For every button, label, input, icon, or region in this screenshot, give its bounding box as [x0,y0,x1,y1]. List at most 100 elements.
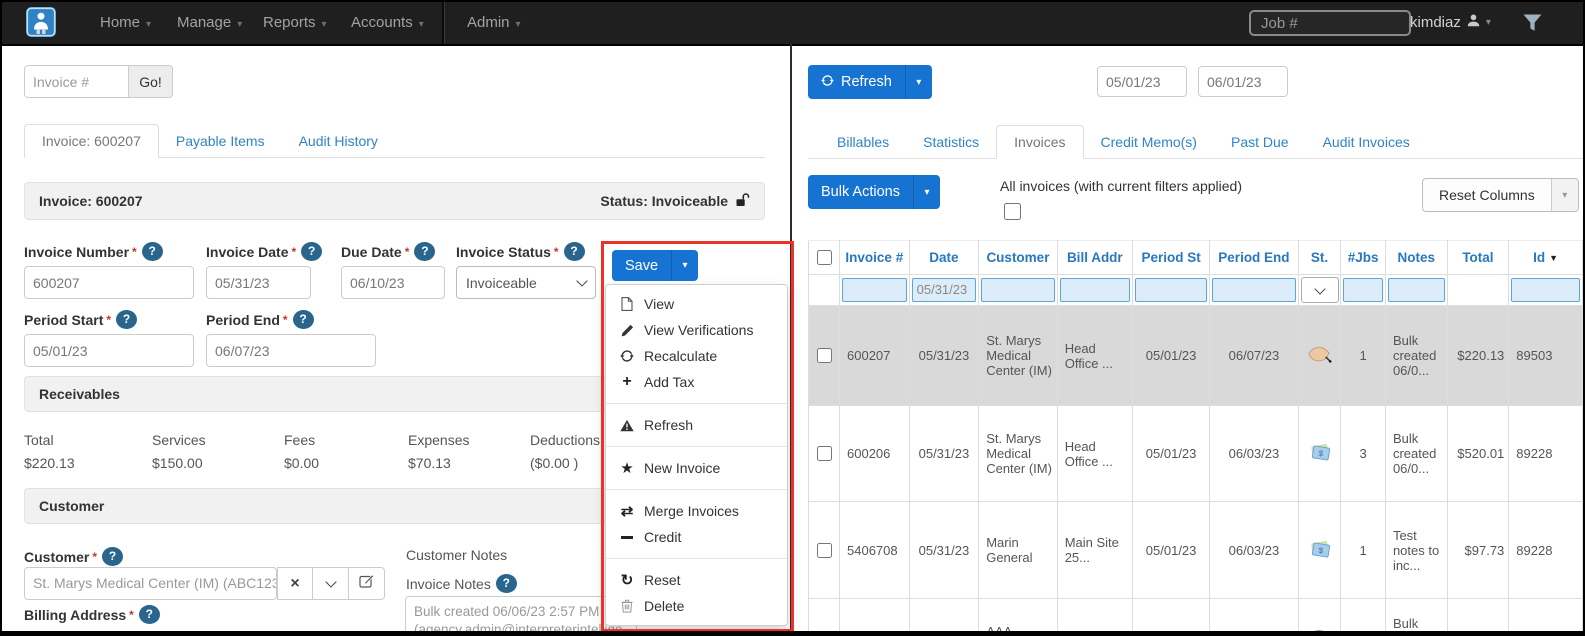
filter-funnel-icon[interactable] [1523,14,1542,37]
table-row[interactable]: 600206 05/31/23 St. Marys Medical Center… [808,405,1583,502]
invoice-search-input[interactable] [24,65,129,98]
menu-item-recalculate[interactable]: Recalculate [606,343,787,369]
svg-text:$: $ [1317,545,1323,555]
customer-input[interactable]: St. Marys Medical Center (IM) (ABC123) [24,567,277,600]
help-icon[interactable]: ? [102,547,124,566]
user-menu[interactable]: kimdiaz ▾ [1410,2,1491,44]
nav-item-manage[interactable]: Manage ▾ [177,14,243,31]
stat-label: Total [24,432,54,448]
menu-item-view[interactable]: View [606,291,787,317]
date-from-input[interactable] [1097,66,1187,97]
filter-period-end[interactable] [1212,278,1296,302]
customer-edit-button[interactable] [349,567,385,600]
reset-columns-button[interactable]: Reset Columns ▾ [1422,178,1579,212]
row-checkbox[interactable] [817,446,832,461]
tab-credit-memos[interactable]: Credit Memo(s) [1100,134,1197,150]
save-button-label[interactable]: Save [625,257,659,274]
col-period-end[interactable]: Period End [1209,240,1299,275]
all-invoices-checkbox[interactable] [1004,203,1021,220]
bulk-actions-caret-button[interactable]: ▾ [913,175,940,209]
menu-item-add-tax[interactable]: + Add Tax [606,369,787,395]
bulk-actions-button[interactable]: Bulk Actions ▾ [808,175,940,209]
tab-billables[interactable]: Billables [837,134,890,150]
menu-item-credit[interactable]: Credit [606,524,787,550]
table-row[interactable]: 5406708 05/31/23 Marin General Main Site… [808,501,1583,599]
select-all-checkbox[interactable] [817,250,832,265]
filter-date[interactable]: 05/31/23 [911,278,977,302]
customer-dropdown-button[interactable] [313,567,349,600]
stat-deductions: Deductions ($0.00 ) [530,432,600,471]
bulk-actions-label[interactable]: Bulk Actions [821,184,900,200]
refresh-button[interactable]: Refresh ▾ [808,65,932,99]
col-invoice[interactable]: Invoice # [839,240,910,275]
job-search-input[interactable] [1249,10,1411,36]
tab-payable-items[interactable]: Payable Items [175,133,265,149]
filter-status-select[interactable] [1300,277,1339,303]
filter-bill-addr[interactable] [1059,278,1130,302]
tab-invoices[interactable]: Invoices [996,125,1084,159]
help-icon[interactable]: ? [301,242,323,261]
filter-notes[interactable] [1387,278,1445,302]
menu-item-refresh[interactable]: Refresh [606,412,787,438]
tab-audit-invoices[interactable]: Audit Invoices [1322,134,1410,150]
go-button[interactable]: Go! [128,65,173,98]
tab-invoice-600207[interactable]: Invoice: 600207 [24,124,159,158]
help-icon[interactable]: ? [116,310,138,329]
reset-columns-caret-button[interactable]: ▾ [1550,179,1578,211]
tab-statistics[interactable]: Statistics [923,134,980,150]
filter-jbs[interactable] [1343,278,1383,302]
col-period-st[interactable]: Period St [1132,240,1211,275]
menu-item-label: Credit [644,529,682,545]
invoice-date-label: Invoice Date *? [206,242,323,261]
help-icon[interactable]: ? [292,310,314,329]
menu-item-view-verifications[interactable]: View Verifications [606,317,787,343]
col-notes[interactable]: Notes [1385,240,1448,275]
col-st[interactable]: St. [1298,240,1342,275]
table-row[interactable]: 5406798 05/31/23 AAA Insurance Head ... … [808,598,1583,634]
table-row[interactable]: 600207 05/31/23 St. Marys Medical Center… [808,305,1583,406]
app-logo[interactable] [26,7,56,37]
period-end-input[interactable] [206,334,376,367]
nav-item-home[interactable]: Home ▾ [100,14,152,31]
invoice-date-input[interactable] [206,266,311,299]
col-total[interactable]: Total [1447,240,1510,275]
tab-past-due[interactable]: Past Due [1230,134,1289,150]
filter-invoice[interactable] [842,278,907,302]
menu-item-new-invoice[interactable]: ★ New Invoice [606,455,787,481]
save-caret-button[interactable]: ▾ [671,250,698,281]
col-customer[interactable]: Customer [978,240,1058,275]
menu-item-delete[interactable]: Delete [606,593,787,619]
filter-id[interactable] [1511,278,1580,302]
help-icon[interactable]: ? [563,242,585,261]
menu-item-merge-invoices[interactable]: ⇄ Merge Invoices [606,498,787,524]
help-icon[interactable]: ? [495,574,517,593]
stat-fees: Fees $0.00 [284,432,319,471]
col-bill-addr[interactable]: Bill Addr [1057,240,1133,275]
row-checkbox[interactable] [817,348,832,363]
tab-audit-history[interactable]: Audit History [298,133,378,149]
row-checkbox[interactable] [817,542,832,558]
due-date-input[interactable] [341,266,445,299]
customer-clear-button[interactable]: × [277,567,313,600]
invoice-number-input[interactable] [24,266,194,299]
menu-item-reset[interactable]: ↻ Reset [606,567,787,593]
invoice-notes-textarea[interactable]: Bulk created 06/06/23 2:57 PM (agency.ad… [405,596,637,634]
help-icon[interactable]: ? [414,242,436,261]
col-date[interactable]: Date [909,240,980,275]
refresh-caret-button[interactable]: ▾ [904,65,932,99]
reset-columns-label[interactable]: Reset Columns [1439,187,1535,203]
col-id[interactable]: Id ▼ [1508,240,1583,275]
nav-item-admin[interactable]: Admin ▾ [467,14,521,31]
help-icon[interactable]: ? [141,242,163,261]
col-jbs[interactable]: #Jbs [1340,240,1386,275]
filter-customer[interactable] [981,278,1055,302]
invoice-status-select[interactable]: Invoiceable [456,266,596,299]
help-icon[interactable]: ? [138,605,160,624]
nav-item-reports[interactable]: Reports ▾ [263,14,327,31]
save-button[interactable]: Save ▾ [612,250,699,281]
period-start-input[interactable] [24,334,194,367]
filter-period-st[interactable] [1134,278,1208,302]
chevron-down-icon: ▾ [916,76,922,88]
nav-item-accounts[interactable]: Accounts ▾ [351,14,424,31]
date-to-input[interactable] [1198,66,1288,97]
